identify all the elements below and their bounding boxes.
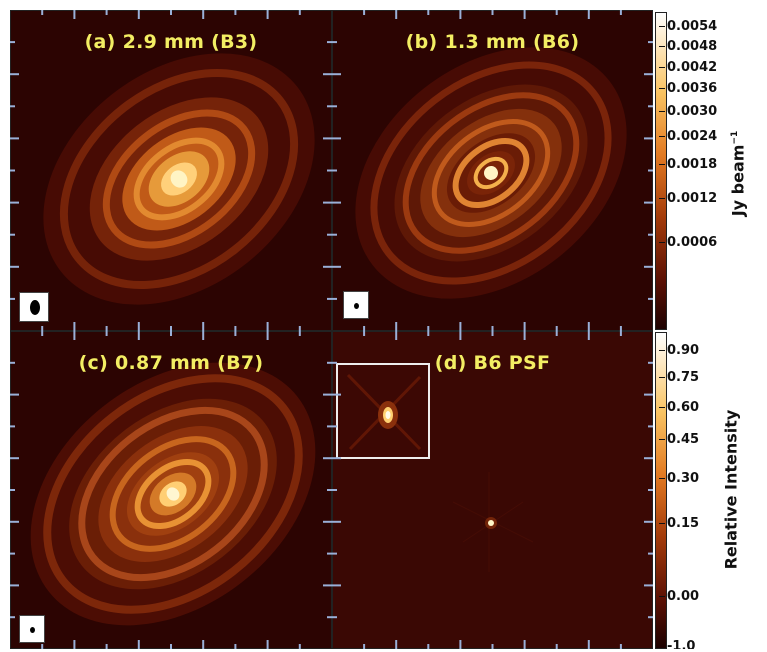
colorbar-top-tick: 0.0036 xyxy=(658,81,718,96)
colorbar-top-tick: 0.0054 xyxy=(658,19,718,34)
colorbar-top-label: Jy beam−1 xyxy=(729,124,748,224)
panel-b: (b) 1.3 mm (B6) xyxy=(332,10,653,331)
beam-marker-b xyxy=(343,291,369,319)
beam-marker-a xyxy=(19,292,49,322)
panel-a-image xyxy=(43,53,315,305)
panel-c-title: (c) 0.87 mm (B7) xyxy=(78,352,264,374)
colorbar-bottom-tick: 0.75 xyxy=(658,370,700,385)
colorbar-bottom xyxy=(655,332,667,649)
panel-d-image xyxy=(452,472,534,572)
colorbar-top-label-exponent: −1 xyxy=(730,130,741,145)
colorbar-top-tick: 0.0012 xyxy=(658,191,718,206)
colorbar-top-label-text: Jy beam xyxy=(728,144,748,217)
colorbar-bottom-tick: 0.00 xyxy=(658,589,700,604)
colorbar-bottom-tick: 0.90 xyxy=(658,343,700,358)
colorbar-bottom-label: Relative Intensity xyxy=(721,409,741,570)
colorbar-bottom-tick: 0.60 xyxy=(658,400,700,415)
colorbar-top-tick: 0.0048 xyxy=(658,39,718,54)
colorbar-top-tick: 0.0042 xyxy=(658,60,718,75)
panel-b-title: (b) 1.3 mm (B6) xyxy=(405,31,580,53)
colorbar-top xyxy=(655,12,667,330)
psf-inset-image xyxy=(338,365,428,457)
panel-b-image xyxy=(355,47,627,299)
colorbar-top-tick: 0.0024 xyxy=(658,129,718,144)
panel-c: (c) 0.87 mm (B7) xyxy=(10,331,332,649)
panel-d-title: (d) B6 PSF xyxy=(434,352,551,374)
colorbar-top-tick: 0.0018 xyxy=(658,157,718,172)
panel-a-title: (a) 2.9 mm (B3) xyxy=(84,31,258,53)
colorbar-bottom-tick: 0.30 xyxy=(658,471,700,486)
colorbar-bottom-tick: 0.45 xyxy=(658,432,700,447)
colorbar-bottom-gradient xyxy=(656,333,666,648)
beam-marker-c xyxy=(19,615,45,643)
colorbar-top-tick: 0.0006 xyxy=(658,235,718,250)
colorbar-top-gradient xyxy=(656,13,666,329)
panel-c-image xyxy=(30,362,316,626)
panel-a: (a) 2.9 mm (B3) xyxy=(10,10,332,331)
colorbar-bottom-tick: 0.15 xyxy=(658,516,700,531)
colorbar-bottom-tick: -1.0 xyxy=(667,640,696,649)
colorbar-top-tick: 0.0030 xyxy=(658,104,718,119)
psf-inset xyxy=(336,363,430,459)
